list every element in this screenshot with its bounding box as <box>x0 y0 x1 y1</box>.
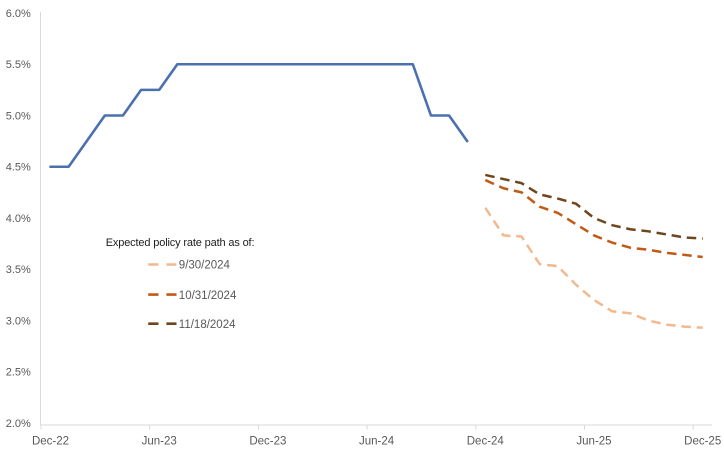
svg-text:2.5%: 2.5% <box>6 367 31 379</box>
svg-text:Jun-23: Jun-23 <box>142 436 177 448</box>
svg-text:Jun-25: Jun-25 <box>576 436 611 448</box>
svg-text:10/31/2024: 10/31/2024 <box>179 290 237 302</box>
svg-text:9/30/2024: 9/30/2024 <box>179 260 231 272</box>
svg-text:3.0%: 3.0% <box>6 315 31 327</box>
svg-text:Dec-24: Dec-24 <box>467 436 505 448</box>
svg-text:3.5%: 3.5% <box>6 264 31 276</box>
svg-text:Expected policy rate path as o: Expected policy rate path as of: <box>106 237 255 249</box>
svg-text:2.0%: 2.0% <box>6 418 31 430</box>
svg-text:4.5%: 4.5% <box>6 162 31 174</box>
svg-text:Dec-25: Dec-25 <box>684 436 721 448</box>
svg-text:6.0%: 6.0% <box>6 8 31 20</box>
svg-text:Dec-22: Dec-22 <box>32 436 69 448</box>
svg-text:11/18/2024: 11/18/2024 <box>179 319 236 331</box>
svg-text:5.5%: 5.5% <box>6 59 31 71</box>
svg-text:Dec-23: Dec-23 <box>249 436 286 448</box>
svg-text:Jun-24: Jun-24 <box>359 436 395 448</box>
svg-text:4.0%: 4.0% <box>6 213 31 225</box>
svg-text:5.0%: 5.0% <box>6 110 31 122</box>
